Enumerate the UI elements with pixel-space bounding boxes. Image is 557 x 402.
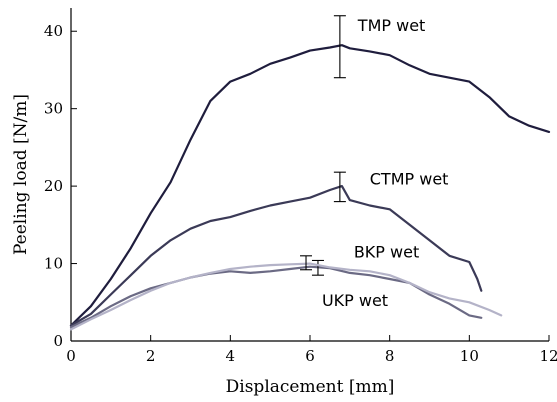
series-line-bkp-wet (69, 265, 483, 329)
y-tick-label: 30 (44, 100, 63, 118)
series-label-bkp-wet: BKP wet (354, 242, 419, 261)
axes: 0 2 4 6 8 10 12 0 10 20 30 40 (44, 8, 557, 365)
error-bar-bkp-wet (311, 259, 324, 276)
error-bar-tmp-wet (333, 15, 346, 79)
series-labels: TMP wet CTMP wet BKP wet UKP wet (322, 16, 448, 310)
error-bar-ctmp-wet (333, 171, 346, 203)
series-label-ctmp-wet: CTMP wet (370, 170, 449, 189)
x-tick-label: 0 (66, 347, 76, 365)
y-tick-label: 40 (44, 22, 63, 40)
x-tick-label: 2 (146, 347, 156, 365)
x-tick-label: 10 (460, 347, 479, 365)
y-axis-title: Peeling load [N/m] (11, 94, 31, 255)
y-tick-label: 10 (44, 255, 63, 273)
series-line-ukp-wet (69, 262, 503, 331)
x-tick-label: 6 (305, 347, 315, 365)
series-label-ukp-wet: UKP wet (322, 291, 388, 310)
series-line-tmp-wet (69, 44, 551, 327)
x-axis-title: Displacement [mm] (226, 377, 395, 397)
x-tick-label: 4 (226, 347, 236, 365)
series-layer (69, 15, 551, 331)
y-tick-label: 20 (44, 177, 63, 195)
y-tick-label: 0 (53, 332, 63, 350)
error-bar-ukp-wet (300, 255, 313, 271)
x-tick-label: 8 (385, 347, 395, 365)
x-tick-label: 12 (539, 347, 557, 365)
series-label-tmp-wet: TMP wet (357, 16, 426, 35)
series-line-ctmp-wet (69, 185, 483, 327)
